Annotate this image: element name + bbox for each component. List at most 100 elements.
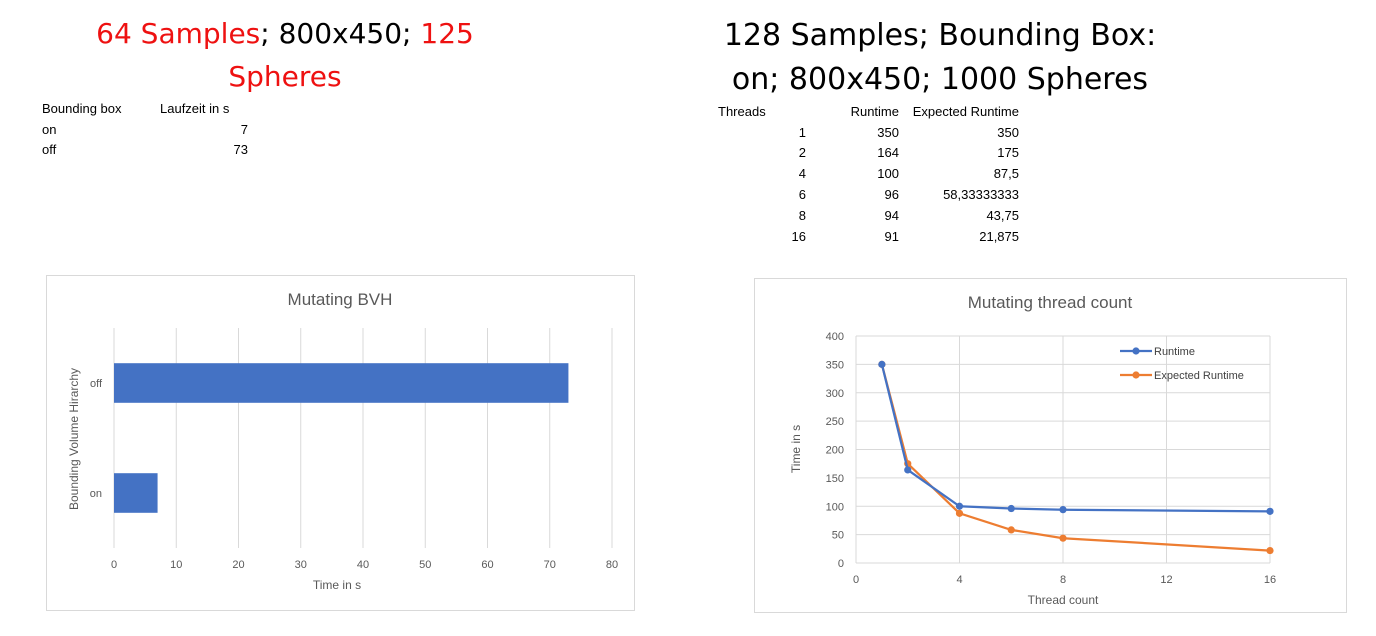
x-tick-label: 80: [606, 559, 618, 571]
y-tick-label: 200: [826, 445, 844, 457]
header-cell[interactable]: Threads: [718, 103, 766, 119]
x-tick-label: 4: [956, 574, 962, 586]
table-cell[interactable]: 2: [798, 145, 806, 161]
data-point: [1266, 507, 1274, 515]
bar: [114, 363, 569, 403]
y-tick-label: 100: [826, 501, 844, 513]
x-axis-title: Thread count: [1028, 593, 1099, 607]
y-tick-label: 400: [826, 331, 844, 343]
table-cell[interactable]: 6: [798, 187, 806, 203]
data-point: [904, 466, 912, 474]
table-row: 6 96 58,33333333: [718, 184, 1019, 205]
y-tick-label: off: [90, 378, 103, 390]
table-cell[interactable]: 8: [798, 207, 806, 223]
table-cell[interactable]: 43,75: [986, 207, 1019, 223]
data-point: [955, 509, 964, 517]
data-point: [1007, 504, 1015, 513]
table-row: 16 91 21,875: [718, 226, 1019, 247]
header-cell[interactable]: Runtime: [850, 103, 899, 119]
table-cell[interactable]: 1: [798, 124, 806, 140]
x-tick-label: 40: [357, 559, 369, 571]
table-cell[interactable]: 100: [877, 166, 899, 182]
table-cell[interactable]: 73: [233, 142, 248, 158]
table-cell[interactable]: 7: [240, 121, 248, 137]
y-tick-label: 150: [826, 473, 844, 485]
table-cell[interactable]: 96: [884, 187, 899, 203]
header-cell[interactable]: Laufzeit in s: [160, 100, 230, 116]
legend-label: Expected Runtime: [1154, 370, 1244, 382]
table-header-row: Threads Runtime Expected Runtime: [718, 101, 1019, 122]
thread-table: Threads Runtime Expected Runtime 1 350 3…: [718, 101, 1019, 247]
series-line: [880, 364, 1271, 513]
sphere-count-label: 125: [420, 17, 474, 50]
table-cell[interactable]: 94: [884, 207, 899, 223]
y-tick-label: 300: [826, 388, 844, 400]
table-cell[interactable]: 58,33333333: [943, 187, 1019, 203]
thread-heading-line1: 128 Samples; Bounding Box:: [723, 18, 1157, 53]
x-tick-label: 10: [170, 559, 182, 571]
legend-label: Runtime: [1154, 346, 1195, 358]
table-row: on 7: [42, 119, 248, 140]
thread-heading: 128 Samples; Bounding Box: on; 800x450; …: [700, 14, 1180, 102]
bar: [114, 473, 158, 513]
series-line: [880, 364, 1271, 552]
thread-heading-line2: on; 800x450; 1000 Spheres: [731, 62, 1149, 97]
data-point: [1266, 546, 1274, 555]
x-tick-label: 8: [1060, 574, 1066, 586]
table-cell[interactable]: 16: [791, 228, 806, 244]
thread-chart-svg: Mutating thread count Thread count Time …: [789, 293, 1276, 607]
legend-swatch-marker: [1132, 347, 1140, 355]
x-tick-label: 50: [419, 559, 431, 571]
bvh-heading: 64 Samples; 800x450; 125 Spheres: [60, 12, 510, 98]
table-row: 2 164 175: [718, 143, 1019, 164]
table-cell[interactable]: 91: [884, 228, 899, 244]
data-point: [1059, 506, 1067, 514]
x-axis-title: Time in s: [313, 578, 361, 592]
bvh-bar-chart[interactable]: Mutating BVH Time in s Bounding Volume H…: [46, 275, 635, 611]
y-tick-label: 0: [838, 558, 844, 570]
table-cell[interactable]: 175: [997, 145, 1019, 161]
table-cell[interactable]: on: [42, 121, 57, 137]
table-cell[interactable]: 164: [877, 145, 899, 161]
data-point: [1059, 534, 1067, 542]
resolution-label: ; 800x450;: [260, 17, 421, 50]
legend-swatch-marker: [1132, 371, 1140, 379]
samples-label: 64 Samples: [96, 17, 261, 50]
table-cell[interactable]: 21,875: [979, 228, 1019, 244]
x-tick-label: 70: [544, 559, 556, 571]
table-cell[interactable]: 4: [798, 166, 806, 182]
chart-title: Mutating BVH: [288, 290, 393, 309]
y-tick-label: 350: [826, 359, 844, 371]
x-tick-label: 20: [232, 559, 244, 571]
spheres-word-label: Spheres: [228, 60, 342, 93]
y-axis-title: Time in s: [789, 425, 803, 473]
y-tick-label: on: [90, 488, 102, 500]
x-tick-label: 30: [295, 559, 307, 571]
x-tick-label: 16: [1264, 574, 1276, 586]
bvh-chart-svg: Mutating BVH Time in s Bounding Volume H…: [67, 290, 618, 592]
table-row: 8 94 43,75: [718, 205, 1019, 226]
x-tick-label: 60: [481, 559, 493, 571]
table-cell[interactable]: off: [42, 142, 57, 158]
table-header-row: Bounding box Laufzeit in s: [42, 98, 248, 119]
table-cell[interactable]: 87,5: [993, 166, 1019, 182]
table-cell[interactable]: 350: [997, 124, 1019, 140]
bvh-table: Bounding box Laufzeit in s on 7 off 73: [42, 98, 248, 160]
data-point: [1007, 526, 1015, 534]
y-axis-title: Bounding Volume Hirarchy: [67, 368, 81, 510]
x-tick-label: 0: [111, 559, 117, 571]
table-row: 1 350 350: [718, 122, 1019, 143]
header-cell[interactable]: Bounding box: [42, 100, 122, 116]
header-cell[interactable]: Expected Runtime: [912, 103, 1019, 119]
y-tick-label: 50: [832, 530, 844, 542]
data-point: [878, 360, 886, 368]
data-point: [955, 502, 964, 510]
table-row: 4 100 87,5: [718, 163, 1019, 184]
x-tick-label: 0: [853, 574, 859, 586]
table-row: off 73: [42, 140, 248, 161]
y-tick-label: 250: [826, 416, 844, 428]
table-cell[interactable]: 350: [877, 124, 899, 140]
x-tick-label: 12: [1160, 574, 1172, 586]
chart-title: Mutating thread count: [968, 293, 1133, 312]
thread-line-chart[interactable]: Mutating thread count Thread count Time …: [754, 278, 1347, 613]
